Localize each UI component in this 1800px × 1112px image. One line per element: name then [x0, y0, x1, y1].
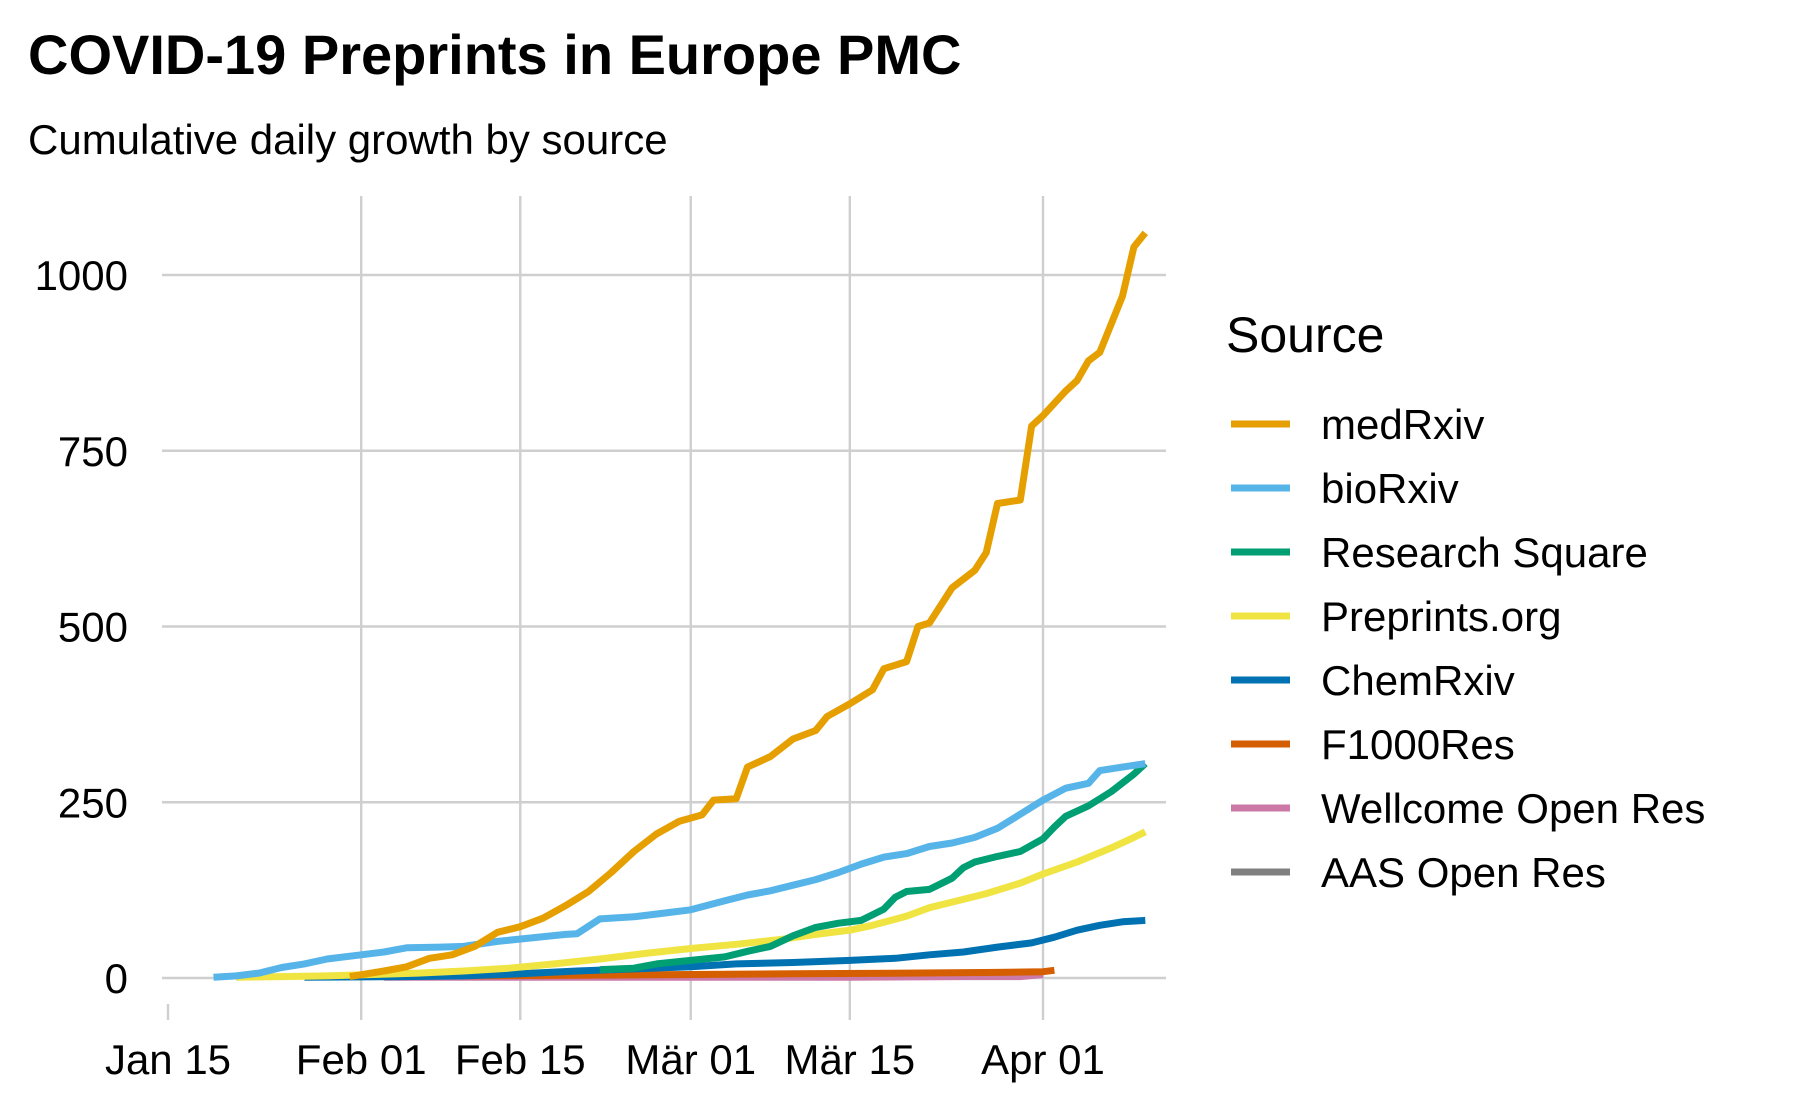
legend-label: ChemRxiv: [1321, 657, 1515, 704]
x-tick-label: Jan 15: [105, 1036, 231, 1083]
x-tick-label: Feb 01: [296, 1036, 427, 1083]
series-line-chemrxiv: [304, 916, 1146, 981]
legend-label: bioRxiv: [1321, 465, 1459, 512]
x-tick-label: Mär 01: [625, 1036, 756, 1083]
series-line-medrxiv: [349, 230, 1149, 981]
series-lines: [213, 230, 1149, 981]
legend-label: F1000Res: [1321, 721, 1515, 768]
axis-ticks: 0 250 500 750 1000 Jan 15 Feb 01 Feb 15 Mär 01 Mä…: [35, 252, 1105, 1083]
legend-title: Source: [1226, 307, 1384, 363]
legend-label: medRxiv: [1321, 401, 1484, 448]
legend-label: Wellcome Open Res: [1321, 785, 1705, 832]
x-tick-label: Mär 15: [784, 1036, 915, 1083]
series-line-research-square: [599, 761, 1148, 974]
y-tick-label: 0: [105, 955, 128, 1002]
legend-label: Preprints.org: [1321, 593, 1561, 640]
chart-subtitle: Cumulative daily growth by source: [28, 116, 668, 163]
x-tick-label: Feb 15: [455, 1036, 586, 1083]
grid: [162, 196, 1166, 1004]
x-tick-label: Apr 01: [981, 1036, 1105, 1083]
series-line-biorxiv: [213, 760, 1146, 981]
chart-title: COVID-19 Preprints in Europe PMC: [28, 23, 962, 86]
legend-label: AAS Open Res: [1321, 849, 1606, 896]
legend-label: Research Square: [1321, 529, 1648, 576]
y-tick-label: 250: [58, 779, 128, 826]
y-tick-label: 1000: [35, 252, 128, 299]
y-tick-label: 750: [58, 428, 128, 475]
legend: Source medRxiv bioRxiv Research Square Prep…: [1226, 307, 1705, 896]
y-tick-label: 500: [58, 604, 128, 651]
